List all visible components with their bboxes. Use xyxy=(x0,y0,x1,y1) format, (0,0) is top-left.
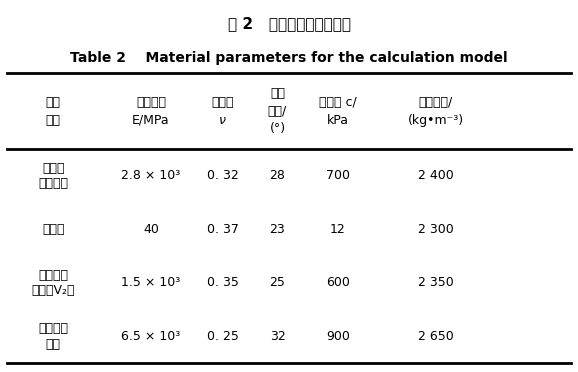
Text: 岩体: 岩体 xyxy=(46,96,61,109)
Text: 0. 32: 0. 32 xyxy=(207,169,239,182)
Text: 灰岩（V₂）: 灰岩（V₂） xyxy=(31,284,75,297)
Text: 700: 700 xyxy=(326,169,350,182)
Text: 黏聚力 c/: 黏聚力 c/ xyxy=(319,96,357,109)
Text: 弹性模量: 弹性模量 xyxy=(136,96,166,109)
Text: （坡体）: （坡体） xyxy=(38,177,68,190)
Text: 40: 40 xyxy=(143,223,159,236)
Text: 类型: 类型 xyxy=(46,113,61,126)
Text: 0. 35: 0. 35 xyxy=(207,276,239,289)
Text: 强风化泥: 强风化泥 xyxy=(38,269,68,282)
Text: 天然密度/: 天然密度/ xyxy=(418,96,453,109)
Text: 0. 25: 0. 25 xyxy=(207,330,239,343)
Text: 泥灰岩: 泥灰岩 xyxy=(42,161,64,174)
Text: (kg•m⁻³): (kg•m⁻³) xyxy=(407,113,464,126)
Text: 块石土: 块石土 xyxy=(42,223,64,236)
Text: 23: 23 xyxy=(269,223,286,236)
Text: 表 2   计算模型中材料参数: 表 2 计算模型中材料参数 xyxy=(228,16,350,31)
Text: 1.5 × 10³: 1.5 × 10³ xyxy=(121,276,180,289)
Text: ν: ν xyxy=(219,113,227,126)
Text: 2 400: 2 400 xyxy=(418,169,454,182)
Text: 中风化泥: 中风化泥 xyxy=(38,322,68,335)
Text: 900: 900 xyxy=(326,330,350,343)
Text: 0. 37: 0. 37 xyxy=(207,223,239,236)
Text: 32: 32 xyxy=(269,330,286,343)
Text: 擦角/: 擦角/ xyxy=(268,105,287,118)
Text: E/MPa: E/MPa xyxy=(132,113,170,126)
Text: 2 650: 2 650 xyxy=(418,330,454,343)
Text: 6.5 × 10³: 6.5 × 10³ xyxy=(121,330,180,343)
Text: 28: 28 xyxy=(269,169,286,182)
Text: 泊松比: 泊松比 xyxy=(212,96,234,109)
Text: kPa: kPa xyxy=(327,113,349,126)
Text: 灰岩: 灰岩 xyxy=(46,338,61,351)
Text: 600: 600 xyxy=(326,276,350,289)
Text: 2 300: 2 300 xyxy=(418,223,454,236)
Text: 2.8 × 10³: 2.8 × 10³ xyxy=(121,169,180,182)
Text: (°): (°) xyxy=(269,122,286,135)
Text: 12: 12 xyxy=(330,223,346,236)
Text: 内摩: 内摩 xyxy=(270,87,285,100)
Text: 2 350: 2 350 xyxy=(418,276,454,289)
Text: Table 2    Material parameters for the calculation model: Table 2 Material parameters for the calc… xyxy=(70,51,508,65)
Text: 25: 25 xyxy=(269,276,286,289)
